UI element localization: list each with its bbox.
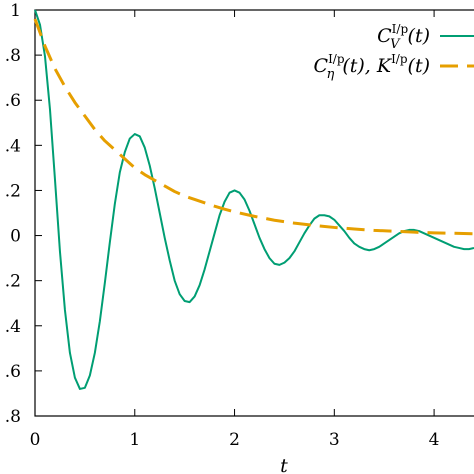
y-tick-label: .8 xyxy=(5,46,21,66)
y-tick-label: 0 xyxy=(10,227,21,247)
y-tick-label: .4 xyxy=(5,136,21,156)
x-axis-label: t xyxy=(280,455,288,474)
plot-frame xyxy=(34,9,474,417)
legend: CI/p V (t) CI/p η (t), KI/p(t) xyxy=(314,22,474,82)
y-tick-label: 1 xyxy=(10,1,21,21)
series-line-1 xyxy=(33,18,474,236)
x-tick-label: 1 xyxy=(129,430,140,450)
y-tick-label: .6 xyxy=(5,362,21,382)
tick-marks xyxy=(34,9,435,417)
x-tick-label: 0 xyxy=(30,430,41,450)
y-tick-label: .8 xyxy=(5,407,21,427)
y-tick-label: .4 xyxy=(5,317,21,337)
series-layer xyxy=(33,9,474,390)
x-tick-label: 4 xyxy=(429,430,440,450)
tick-labels: 0 1 2 3 4 1 .8 .6 .4 .2 0 .2 .4 .6 .8 xyxy=(5,1,440,450)
y-tick-label: .6 xyxy=(5,91,21,111)
x-tick-label: 2 xyxy=(229,430,240,450)
x-tick-label: 3 xyxy=(329,430,340,450)
y-tick-label: .2 xyxy=(5,181,21,201)
legend-label-ceta-k: CI/p η (t), KI/p(t) xyxy=(314,52,430,82)
y-tick-label: .2 xyxy=(5,272,21,292)
legend-label-cv: CI/p V (t) xyxy=(377,22,430,52)
